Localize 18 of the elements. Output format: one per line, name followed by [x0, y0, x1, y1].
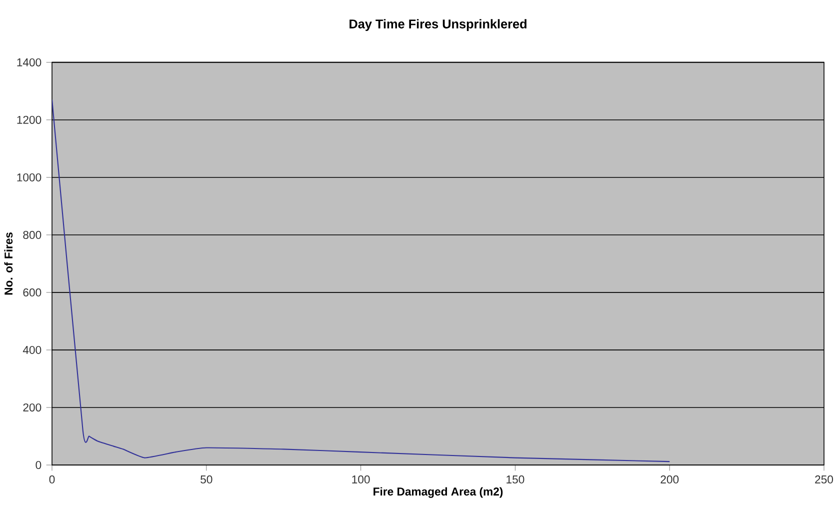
y-tick-label: 1400	[17, 58, 42, 66]
y-tick-label: 200	[23, 403, 42, 412]
y-tick-label: 0	[36, 461, 42, 470]
chart-title: Day Time Fires Unsprinklered	[350, 19, 526, 31]
y-tick-label: 400	[22, 346, 42, 354]
x-tick-label: 50	[200, 475, 212, 484]
y-tick-label: 1000	[17, 173, 42, 182]
x-tick-label: 150	[506, 475, 524, 484]
y-tick-label: 800	[23, 230, 42, 239]
x-tick-label: 100	[352, 475, 370, 484]
x-tick-label: 0	[49, 475, 55, 484]
x-tick-label: 250	[815, 475, 834, 484]
y-axis-title: No. of Fires	[4, 232, 13, 295]
y-tick-label: 1200	[17, 116, 42, 124]
line-series	[52, 99, 670, 462]
x-tick-label: 200	[660, 475, 679, 484]
x-axis-title: Fire Damaged Area (m2)	[374, 487, 503, 498]
y-tick-label: 600	[23, 288, 42, 296]
